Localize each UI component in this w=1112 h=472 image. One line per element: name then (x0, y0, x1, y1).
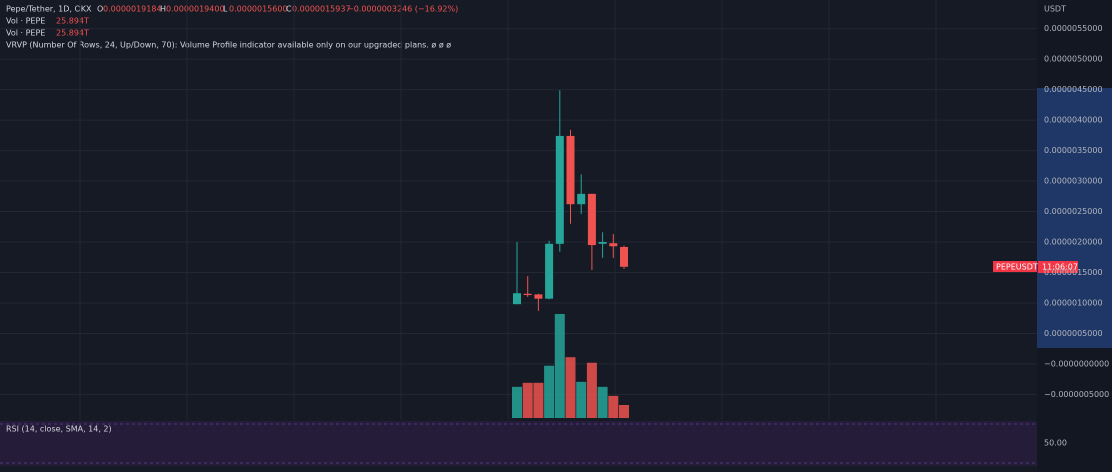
ohlc-value: 0.0000019400 (166, 5, 225, 14)
y-tick-label: 0.0000045000 (1044, 85, 1103, 94)
candle-body (598, 242, 607, 244)
y-tick-label: 0.0000020000 (1044, 238, 1103, 247)
y-tick-label: 0.0000035000 (1044, 146, 1103, 155)
ticker-badge (993, 261, 1037, 273)
rsi-panel (0, 421, 1037, 466)
volume-value: 25.894T (56, 17, 89, 26)
y-tick-label: −0.0000000000 (1044, 359, 1109, 368)
y-tick-label: 0.0000030000 (1044, 177, 1103, 186)
candle-body (609, 243, 618, 247)
candle-body (513, 293, 521, 305)
volume-bar (565, 357, 576, 418)
candle-body (534, 294, 543, 299)
volume-bar (522, 382, 533, 418)
volume-bar (619, 404, 629, 418)
volume-bar (512, 386, 522, 418)
ohlc-value: 0.0000019184 (103, 5, 162, 14)
symbol: Pepe/Tether, 1D, OKX (6, 5, 92, 14)
rsi-tick: 50.00 (1044, 439, 1067, 448)
volume-bar (554, 314, 565, 418)
countdown: 11:06:07 (1042, 263, 1078, 272)
ohlc-label: O (97, 5, 103, 14)
currency: USDT (1044, 5, 1066, 14)
y-tick-label: 0.0000005000 (1044, 329, 1103, 338)
y-tick-label: 0.0000010000 (1044, 298, 1103, 307)
candle-body (566, 135, 575, 205)
volume-bar (576, 381, 587, 418)
candle-body (545, 243, 554, 299)
change: −0.0000003246 (−16.92%) (347, 5, 458, 14)
volume-bar (608, 395, 619, 418)
ohlc-value: 0.0000015600 (229, 5, 288, 14)
ticker: PEPEUSDT (996, 263, 1038, 272)
ohlc-label: H (160, 5, 166, 14)
y-tick-label: −0.0000005000 (1044, 390, 1109, 399)
candle-body (587, 193, 596, 246)
volume-bar (586, 362, 597, 418)
rsi-title: RSI (14, close, SMA, 14, 2) (6, 425, 112, 434)
ohlc-label: C (286, 5, 292, 14)
countdown-badge (1038, 261, 1078, 273)
volume-legend: Vol · PEPE (6, 29, 45, 38)
axis-highlight (1037, 88, 1112, 348)
y-tick-label: 0.0000015000 (1044, 268, 1103, 277)
volume-bar (533, 382, 544, 418)
volume-value: 25.894T (56, 29, 89, 38)
candle-body (577, 193, 586, 205)
y-tick-label: 0.0000055000 (1044, 24, 1103, 33)
vrvp-note: VRVP (Number Of Rows, 24, Up/Down, 70): … (6, 41, 451, 50)
volume-bar (597, 386, 608, 418)
candle-body (620, 246, 628, 267)
ohlc-value: 0.0000015937 (292, 5, 351, 14)
volume-legend: Vol · PEPE (6, 17, 45, 26)
candle-body (555, 135, 564, 244)
y-tick-label: 0.0000025000 (1044, 207, 1103, 216)
ohlc-label: L (223, 5, 228, 14)
candle-body (523, 293, 532, 296)
y-tick-label: 0.0000050000 (1044, 55, 1103, 64)
volume-bar (544, 365, 555, 418)
y-tick-label: 0.0000040000 (1044, 116, 1103, 125)
